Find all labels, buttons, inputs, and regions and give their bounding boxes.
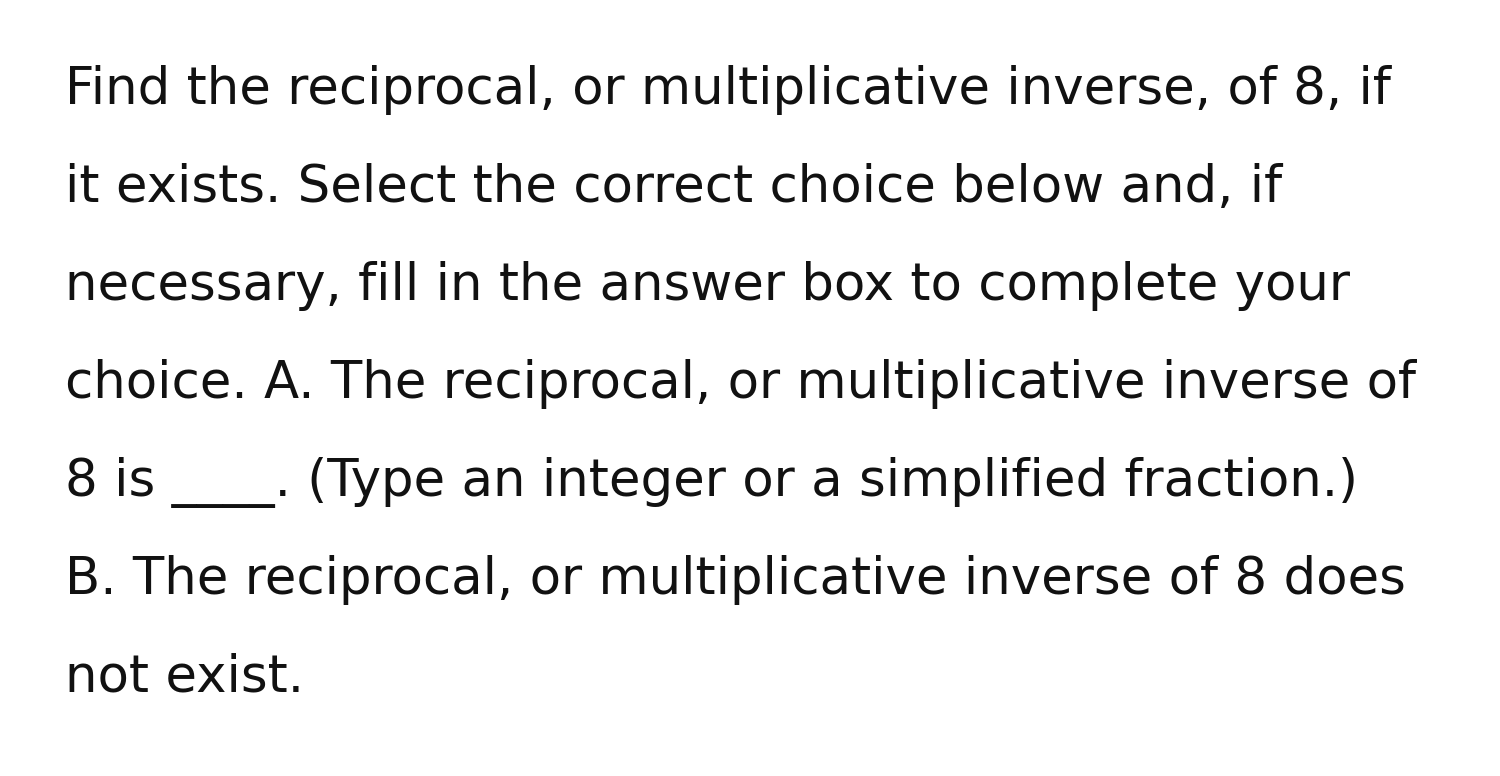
Text: choice. A. The reciprocal, or multiplicative inverse of: choice. A. The reciprocal, or multiplica… <box>64 359 1416 409</box>
Text: Find the reciprocal, or multiplicative inverse, of 8, if: Find the reciprocal, or multiplicative i… <box>64 65 1390 115</box>
Text: B. The reciprocal, or multiplicative inverse of 8 does: B. The reciprocal, or multiplicative inv… <box>64 555 1406 605</box>
Text: not exist.: not exist. <box>64 653 305 703</box>
Text: necessary, fill in the answer box to complete your: necessary, fill in the answer box to com… <box>64 261 1350 311</box>
Text: 8 is ____. (Type an integer or a simplified fraction.): 8 is ____. (Type an integer or a simplif… <box>64 457 1358 508</box>
Text: it exists. Select the correct choice below and, if: it exists. Select the correct choice bel… <box>64 163 1282 213</box>
